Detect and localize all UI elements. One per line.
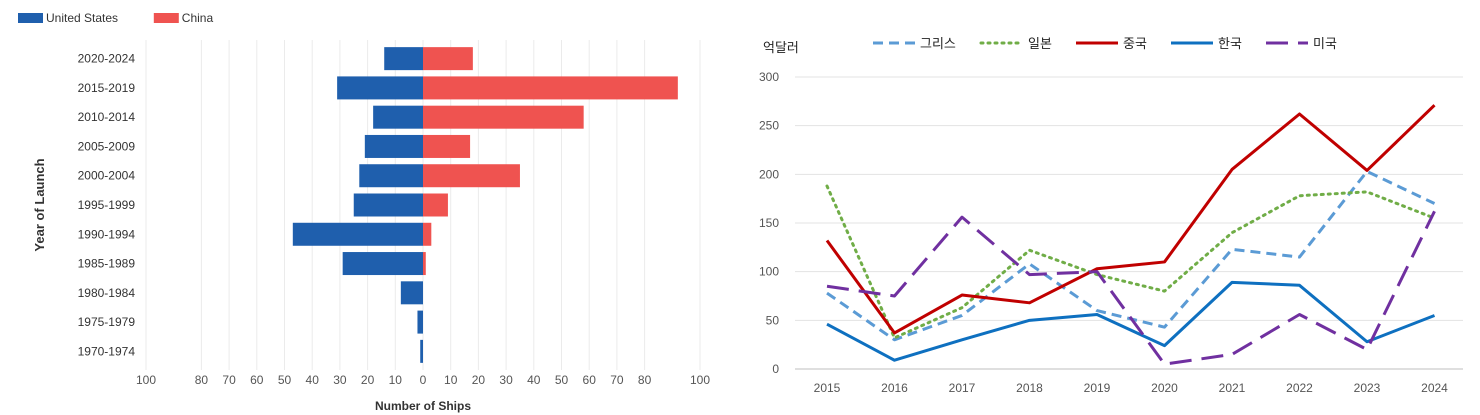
x-tick-label-14: 50 bbox=[555, 373, 569, 387]
series-line-중국 bbox=[825, 104, 1436, 335]
y-tick-label-200: 200 bbox=[759, 167, 779, 181]
legend-swatch-china bbox=[153, 13, 179, 23]
y-tick-label-2000-2004: 2000-2004 bbox=[78, 169, 136, 183]
legend-label-일본: 일본 bbox=[1028, 36, 1052, 51]
y-tick-label-1990-1994: 1990-1994 bbox=[78, 227, 136, 241]
bar-united-states-1995-1999 bbox=[353, 193, 423, 217]
x-tick-label-0: 100 bbox=[136, 373, 156, 387]
x-tick-labels: 100 80 70 60 50 40 30 20 10 0 10 20 30 40 50 60 70 80 100 bbox=[136, 373, 710, 387]
y-tick-label-1980-1984: 1980-1984 bbox=[78, 286, 136, 300]
legend: 그리스 일본 중국 한국 미국 bbox=[873, 36, 1337, 51]
bar-united-states-2000-2004 bbox=[359, 164, 423, 188]
x-tick-label-7: 20 bbox=[361, 373, 375, 387]
y-tick-label-1985-1989: 1985-1989 bbox=[78, 257, 136, 271]
x-tick-label-2021: 2021 bbox=[1219, 381, 1246, 395]
legend-swatch-united-states bbox=[18, 13, 43, 23]
bar-china-1985-1989 bbox=[423, 252, 426, 276]
x-tick-label-5: 40 bbox=[306, 373, 320, 387]
y-axis-label: Year of Launch bbox=[32, 158, 47, 251]
bar-china-1995-1999 bbox=[423, 193, 448, 217]
y-tick-label-2015-2019: 2015-2019 bbox=[78, 81, 136, 95]
legend-label-미국: 미국 bbox=[1313, 36, 1337, 51]
x-tick-label-2023: 2023 bbox=[1354, 381, 1381, 395]
x-tick-label-1: 80 bbox=[195, 373, 209, 387]
x-tick-label-17: 80 bbox=[638, 373, 652, 387]
legend: United States China bbox=[18, 11, 213, 25]
x-axis-label: Number of Ships bbox=[375, 399, 471, 413]
legend-label-united-states: United States bbox=[46, 11, 118, 25]
y-tick-label-50: 50 bbox=[766, 313, 780, 327]
y-tick-label-0: 0 bbox=[772, 362, 779, 376]
x-tick-label-2022: 2022 bbox=[1286, 381, 1313, 395]
x-tick-label-6: 30 bbox=[333, 373, 347, 387]
diverging-bar-chart: United States China 2020-20242015-2019201… bbox=[18, 11, 710, 413]
bar-united-states-1990-1994 bbox=[292, 222, 423, 246]
bar-china-1990-1994 bbox=[423, 222, 432, 246]
x-tick-label-16: 70 bbox=[610, 373, 624, 387]
bar-united-states-1980-1984 bbox=[400, 281, 423, 305]
x-tick-label-2015: 2015 bbox=[814, 381, 841, 395]
x-tick-label-10: 10 bbox=[444, 373, 458, 387]
y-axis-unit-label: 억달러 bbox=[763, 40, 799, 55]
x-tick-label-15: 60 bbox=[583, 373, 597, 387]
x-tick-label-2019: 2019 bbox=[1084, 381, 1111, 395]
y-tick-labels: 0 50 100 150 200 250 300 bbox=[759, 70, 779, 376]
bars bbox=[292, 47, 678, 363]
bar-united-states-2020-2024 bbox=[384, 47, 423, 71]
gridlines bbox=[795, 76, 1463, 370]
series-line-한국 bbox=[826, 280, 1436, 362]
y-tick-label-1995-1999: 1995-1999 bbox=[78, 198, 136, 212]
y-tick-label-1970-1974: 1970-1974 bbox=[78, 344, 136, 358]
bar-united-states-1975-1979 bbox=[417, 310, 423, 334]
x-tick-label-12: 30 bbox=[499, 373, 513, 387]
x-tick-label-13: 40 bbox=[527, 373, 541, 387]
y-tick-label-100: 100 bbox=[759, 265, 779, 279]
series-line-그리스 bbox=[826, 169, 1436, 342]
legend-label-한국: 한국 bbox=[1218, 36, 1242, 51]
x-tick-label-2016: 2016 bbox=[881, 381, 908, 395]
x-tick-label-3: 60 bbox=[250, 373, 264, 387]
y-tick-label-1975-1979: 1975-1979 bbox=[78, 315, 136, 329]
legend-label-중국: 중국 bbox=[1123, 36, 1147, 51]
legend-label-그리스: 그리스 bbox=[920, 36, 956, 51]
x-tick-label-2018: 2018 bbox=[1016, 381, 1043, 395]
bar-china-2020-2024 bbox=[423, 47, 473, 71]
y-tick-label-300: 300 bbox=[759, 70, 779, 84]
x-tick-label-11: 20 bbox=[472, 373, 486, 387]
bar-china-2015-2019 bbox=[423, 76, 678, 100]
y-tick-labels: 2020-2024 2015-2019 2010-2014 2005-2009 2000… bbox=[78, 52, 136, 359]
legend-label-china: China bbox=[182, 11, 214, 25]
x-tick-labels: 2015 2016 2017 2018 2019 2020 2021 2022 2023 2024 bbox=[814, 381, 1449, 395]
bar-united-states-1970-1974 bbox=[420, 339, 423, 363]
bar-china-2005-2009 bbox=[423, 134, 471, 158]
bar-united-states-2015-2019 bbox=[337, 76, 423, 100]
x-tick-label-2020: 2020 bbox=[1151, 381, 1178, 395]
bar-china-2010-2014 bbox=[423, 105, 584, 129]
x-tick-label-8: 10 bbox=[389, 373, 403, 387]
bar-united-states-2005-2009 bbox=[364, 134, 423, 158]
x-tick-label-4: 50 bbox=[278, 373, 292, 387]
x-tick-label-2: 70 bbox=[222, 373, 236, 387]
bar-united-states-1985-1989 bbox=[342, 252, 423, 276]
y-tick-label-2010-2014: 2010-2014 bbox=[78, 110, 136, 124]
bar-china-2000-2004 bbox=[423, 164, 520, 188]
series-line-미국 bbox=[826, 210, 1436, 366]
series-line-일본 bbox=[825, 184, 1436, 340]
series-lines bbox=[825, 104, 1436, 366]
y-tick-label-250: 250 bbox=[759, 119, 779, 133]
y-tick-label-150: 150 bbox=[759, 216, 779, 230]
x-tick-label-18: 100 bbox=[690, 373, 710, 387]
x-tick-label-9: 0 bbox=[420, 373, 427, 387]
y-tick-label-2005-2009: 2005-2009 bbox=[78, 139, 136, 153]
bar-united-states-2010-2014 bbox=[373, 105, 423, 129]
x-tick-label-2017: 2017 bbox=[949, 381, 976, 395]
x-tick-label-2024: 2024 bbox=[1421, 381, 1448, 395]
y-tick-label-2020-2024: 2020-2024 bbox=[78, 52, 136, 66]
